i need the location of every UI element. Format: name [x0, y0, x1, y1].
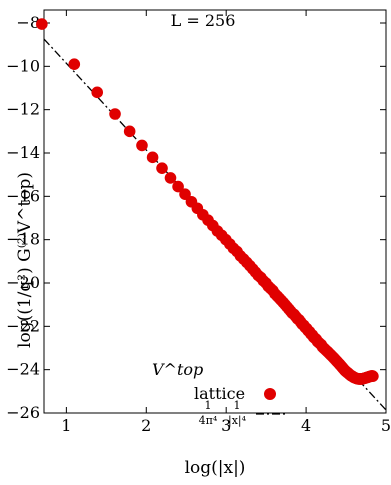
y-tick-label: −18 [6, 230, 40, 249]
x-tick-label: 2 [141, 416, 151, 435]
y-tick-label: −16 [6, 186, 40, 205]
legend-marker-lattice [264, 388, 276, 400]
lattice-points-layer [36, 18, 379, 385]
y-tick-label: −8 [16, 13, 40, 32]
axis-ticks: 1 2 3 4 5 −26 −24 −22 −20 −18 −16 −14 −12 −10 −8 [6, 10, 391, 435]
data-point [91, 86, 104, 99]
y-axis-title: log((1/q²) G⁽²⁾V^top) [15, 172, 35, 348]
y-tick-label: −24 [6, 360, 40, 379]
data-point [172, 180, 184, 193]
legend-label-lattice: lattice [194, 384, 245, 403]
data-point [367, 370, 379, 382]
legend-fit-numer-1: 1 [205, 399, 212, 412]
data-point [156, 162, 168, 174]
data-point [68, 58, 81, 70]
data-point [164, 172, 177, 184]
x-tick-label: 1 [61, 416, 71, 435]
y-tick-label: −10 [6, 56, 40, 75]
legend-fit-numer-2: 1 [234, 399, 241, 412]
data-point [36, 18, 48, 30]
legend-fit-denom-2: |x|⁴ [228, 414, 247, 428]
legend-title: V^top [152, 360, 203, 379]
data-point [109, 108, 121, 120]
x-tick-label: 4 [301, 416, 311, 435]
x-tick-label: 3 [221, 416, 231, 435]
y-tick-label: −12 [6, 100, 40, 119]
x-tick-label: 5 [381, 416, 391, 435]
legend: V^top lattice 1 4π⁴ 1 |x|⁴ [152, 360, 286, 428]
data-point [136, 139, 148, 152]
data-point [123, 125, 136, 138]
legend-fit-denom-1: 4π⁴ [199, 414, 218, 427]
data-point [146, 151, 159, 164]
y-tick-label: −20 [6, 273, 40, 292]
x-axis-title: log(|x|) [185, 458, 246, 478]
y-tick-label: −22 [6, 316, 40, 335]
chart-title: L = 256 [171, 11, 236, 30]
data-point [179, 188, 191, 200]
y-tick-label: −14 [6, 143, 40, 162]
y-tick-label: −26 [6, 403, 40, 422]
